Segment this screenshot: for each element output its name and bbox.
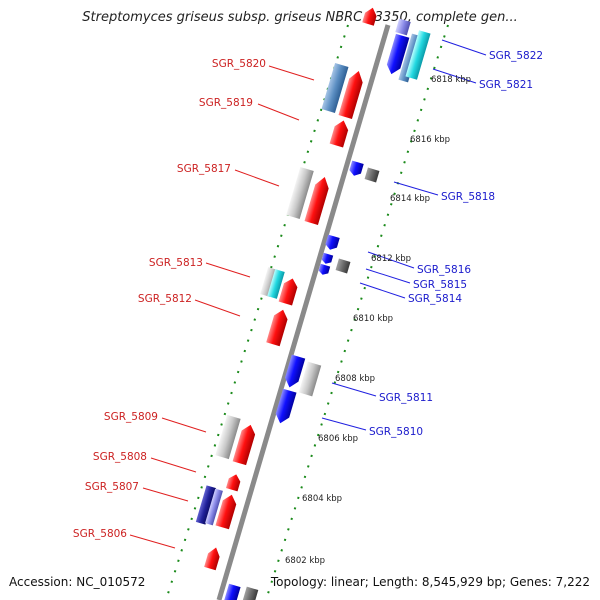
gene-label-sgr-5814[interactable]: SGR_5814 [408,293,462,305]
gene-label-sgr-5809[interactable]: SGR_5809 [104,411,158,423]
gene-arrow[interactable] [215,493,238,530]
gene-arrow[interactable] [385,33,410,76]
gene-label-sgr-5808[interactable]: SGR_5808 [93,451,147,463]
gene-arrow[interactable] [225,473,242,492]
gene-arrow[interactable] [232,423,258,466]
gene-arrows[interactable] [195,6,431,600]
kbp-label: 6810 kbp [353,314,393,324]
gene-block[interactable] [405,30,431,80]
gene-block[interactable] [364,167,380,183]
kbp-label: 6816 kbp [410,135,450,145]
gene-arrow[interactable] [324,234,340,252]
map-title: Streptomyces griseus subsp. griseus NBRC… [82,10,518,25]
gene-label-sgr-5822[interactable]: SGR_5822 [489,50,543,62]
gene-block[interactable] [205,488,223,526]
gene-arrow[interactable] [329,119,351,148]
kbp-tick-labels: 6818 kbp 6816 kbp 6814 kbp 6812 kbp 6810… [285,75,471,566]
gene-block[interactable] [395,18,411,36]
gene-block[interactable] [215,414,241,460]
gene-block[interactable] [195,485,217,525]
kbp-label: 6804 kbp [302,494,342,504]
accession-text: Accession: NC_010572 [9,575,146,589]
label-leaders [129,39,487,549]
gene-label-sgr-5818[interactable]: SGR_5818 [441,191,495,203]
gene-label-sgr-5817[interactable]: SGR_5817 [177,163,231,175]
gene-label-sgr-5807[interactable]: SGR_5807 [85,481,139,493]
gene-label-sgr-5821[interactable]: SGR_5821 [479,79,533,91]
gene-arrow[interactable] [304,175,332,225]
kbp-label: 6806 kbp [318,434,358,444]
gene-block[interactable] [260,267,278,297]
gene-arrow[interactable] [362,6,378,26]
kbp-label: 6814 kbp [390,194,430,204]
gene-arrow[interactable] [204,546,222,571]
kbp-label: 6808 kbp [335,374,375,384]
right-tick-track [265,24,449,600]
gene-labels: SGR_5822 SGR_5821 SGR_5820 SGR_5819 SGR_… [73,50,543,540]
gene-arrow[interactable] [318,263,331,276]
gene-arrow[interactable] [283,354,306,390]
genome-backbone [216,24,391,600]
kbp-label: 6818 kbp [431,75,471,85]
gene-label-sgr-5816[interactable]: SGR_5816 [417,264,471,276]
gene-arrow[interactable] [266,308,290,347]
gene-block[interactable] [298,361,322,397]
topology-text: Topology: linear; Length: 8,545,929 bp; … [270,575,590,589]
gene-label-sgr-5811[interactable]: SGR_5811 [379,392,433,404]
gene-block[interactable] [267,269,285,299]
gene-block[interactable] [335,258,351,274]
gene-arrow[interactable] [278,277,300,306]
kbp-label: 6802 kbp [285,556,325,566]
gene-label-sgr-5806[interactable]: SGR_5806 [73,528,127,540]
gene-label-sgr-5813[interactable]: SGR_5813 [149,257,203,269]
gene-arrow[interactable] [338,69,366,119]
gene-label-sgr-5812[interactable]: SGR_5812 [138,293,192,305]
gene-arrow[interactable] [321,252,334,265]
gene-label-sgr-5810[interactable]: SGR_5810 [369,426,423,438]
gene-label-sgr-5815[interactable]: SGR_5815 [413,279,467,291]
gene-block[interactable] [321,63,349,113]
gene-label-sgr-5820[interactable]: SGR_5820 [212,58,266,70]
gene-label-sgr-5819[interactable]: SGR_5819 [199,97,253,109]
gene-arrow[interactable] [348,160,364,178]
left-tick-track [165,24,349,600]
kbp-label: 6812 kbp [371,254,411,264]
gene-block[interactable] [223,583,241,600]
gene-arrow[interactable] [273,388,297,426]
gene-block[interactable] [241,586,259,600]
gene-block[interactable] [286,167,314,219]
